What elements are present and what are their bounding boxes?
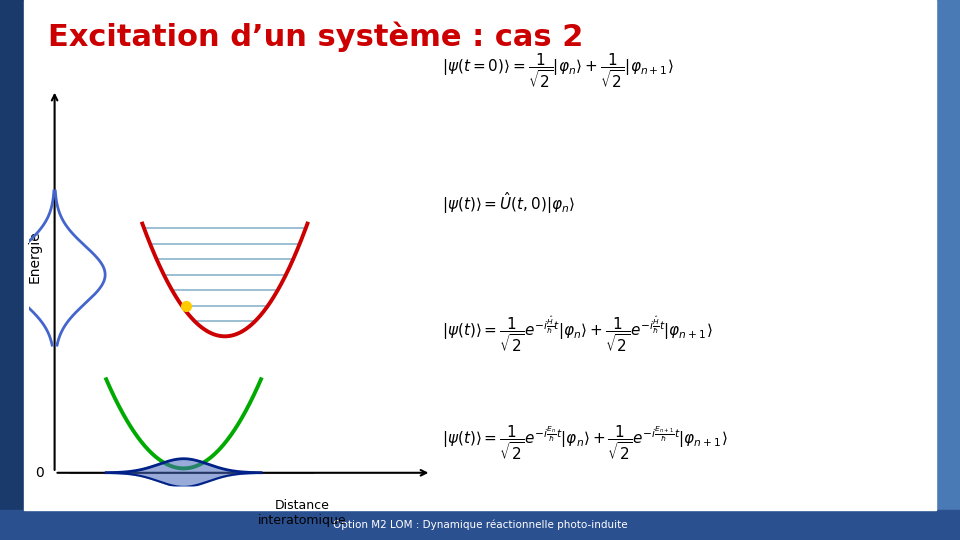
Text: $|\psi(t)\rangle = \dfrac{1}{\sqrt{2}}e^{-i\frac{\hat{H}}{\hbar}t}|\varphi_n\ran: $|\psi(t)\rangle = \dfrac{1}{\sqrt{2}}e^… xyxy=(443,314,713,354)
Bar xyxy=(936,0,960,540)
Text: Distance
interatomique: Distance interatomique xyxy=(258,499,347,527)
Text: 0: 0 xyxy=(35,466,43,480)
Text: $|\psi(t)\rangle = \dfrac{1}{\sqrt{2}}e^{-i\frac{E_n}{\hbar}t}|\varphi_n\rangle : $|\psi(t)\rangle = \dfrac{1}{\sqrt{2}}e^… xyxy=(443,423,728,462)
Text: $|\psi(t=0)\rangle = \dfrac{1}{\sqrt{2}}|\varphi_n\rangle + \dfrac{1}{\sqrt{2}}|: $|\psi(t=0)\rangle = \dfrac{1}{\sqrt{2}}… xyxy=(443,51,674,90)
Text: Excitation d’un système : cas 2: Excitation d’un système : cas 2 xyxy=(48,22,584,52)
Bar xyxy=(0,0,24,540)
Text: Energie: Energie xyxy=(28,231,42,284)
Text: $|\psi(t)\rangle = \hat{U}(t,0)|\varphi_n\rangle$: $|\psi(t)\rangle = \hat{U}(t,0)|\varphi_… xyxy=(443,190,576,216)
Bar xyxy=(0,510,960,540)
Text: Option M2 LOM : Dynamique réactionnelle photo-induite: Option M2 LOM : Dynamique réactionnelle … xyxy=(333,519,627,530)
